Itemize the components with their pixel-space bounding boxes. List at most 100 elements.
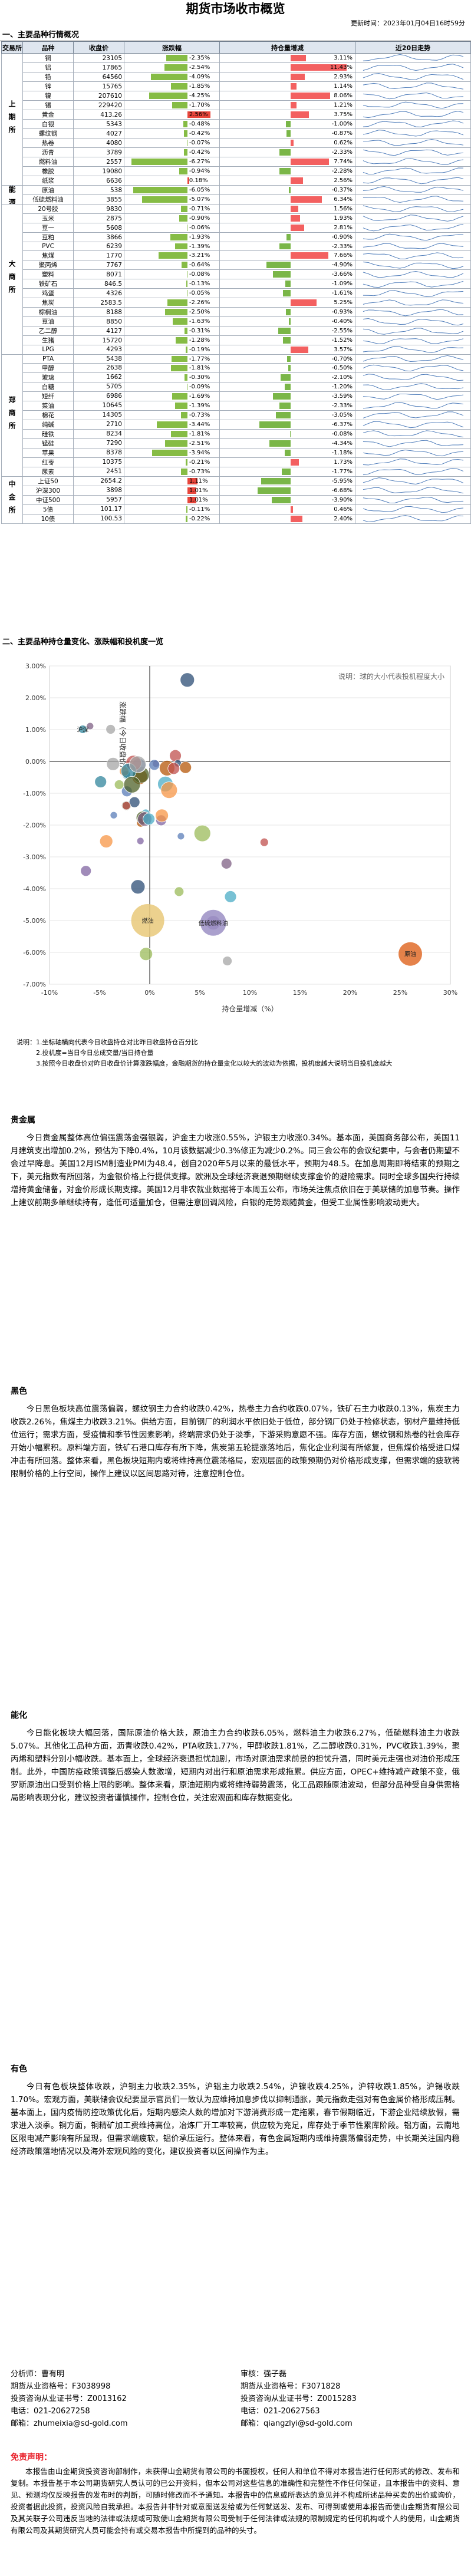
point-label: 燃油 [142,917,154,925]
section1-title: 一、主要品种行情概况 [0,29,471,41]
trend-cell [355,316,471,327]
change-bar [187,111,210,118]
oi-label: -0.50% [331,364,353,371]
change-label: -0.07% [189,140,210,146]
exchange-cell: 中金所 [1,476,23,524]
change-bar [156,421,187,428]
table-row: 聚丙烯 7767 -0.64% -4.90% [2,260,471,271]
close-price: 2557 [73,157,124,167]
oi-bar [279,243,291,250]
product-name: 10债 [22,513,74,524]
close-price: 4080 [73,138,124,148]
analyst-email[interactable]: 邮箱：zhumeixia@sd-gold.com [11,2419,128,2428]
oi-bar [286,130,291,137]
change-cell: -1.77% [124,354,220,364]
change-bar [172,102,187,108]
col-exchange: 交易所 [1,41,23,54]
sparkline [363,101,464,109]
reviewer-email[interactable]: 邮箱：qiangzlyi@sd-gold.com [241,2419,353,2428]
scatter-chart: 3.00% 2.00% 1.00% 0.00% -1.00% -2.00% -3.00% -4… [8,654,462,1031]
sparkline-path [363,150,464,156]
sparkline [363,468,464,476]
product-name: 热卷 [22,138,74,148]
sparkline-path [363,506,464,513]
sparkline [363,411,464,419]
update-time: 更新时间：2023年01月04日16时59分 [351,19,465,27]
chart-notes: 说明：1.坐标轴横向代表今日收盘持仓对比昨日收盘持仓百分比 2.投机度=当日今日… [17,1037,453,1069]
change-cell: -1.39% [124,241,220,252]
change-bar [187,177,189,184]
change-cell: -1.93% [124,232,220,242]
sparkline [363,54,464,62]
product-name: 橡胶 [22,166,74,176]
trend-cell [355,241,471,252]
product-name: 焦煤 [22,250,74,261]
table-header: 交易所 品种 收盘价 涨跌幅 持仓量增减 近20日走势 [1,41,471,54]
sparkline [363,394,464,400]
oi-bar [291,196,322,203]
oi-label: -0.08% [331,430,353,437]
section-ferrous: 黑色 今日黑色板块高位震荡偏弱，螺纹钢主力合约收跌0.42%，热卷主力合约收跌0… [11,1385,460,1480]
change-bar [186,347,187,353]
sparkline [363,346,464,354]
oi-label: -1.20% [331,383,353,390]
product-name: 铁矿石 [22,279,74,289]
oi-cell: 1.14% [219,81,355,91]
oi-cell: -0.40% [219,316,355,327]
sparkline-path [363,101,464,109]
data-point [106,757,120,771]
close-price: 4027 [73,128,124,138]
data-point [110,811,118,819]
oi-cell: -2.55% [219,326,355,337]
oi-bar [282,468,291,475]
analyst-phone: 电话：021-20627258 [11,2407,90,2416]
sparkline [363,450,464,457]
change-label: -0.11% [189,506,210,513]
trend-cell [355,81,471,91]
oi-cell: 3.11% [219,53,355,63]
oi-bar [269,440,291,447]
exchange-cell: 郑商所 [1,354,23,477]
trend-cell [355,223,471,233]
table-row: 焦煤 1770 -3.21% 7.66% [2,250,471,261]
oi-label: -2.33% [331,149,353,156]
oi-cell: 6.34% [219,194,355,205]
change-bar [171,364,187,371]
sparkline [363,186,464,193]
close-price: 4127 [73,326,124,337]
oi-cell: 1.56% [219,204,355,214]
oi-label: 3.75% [334,111,353,118]
oi-cell: -6.68% [219,485,355,496]
sparkline [363,487,464,494]
table-row: 纸浆 6636 0.18% 2.56% [2,176,471,186]
change-label: -3.21% [189,252,210,259]
sparkline [363,497,464,504]
sparkline-path [363,497,464,504]
oi-label: 1.56% [334,206,353,212]
oi-label: -6.37% [331,421,353,428]
close-price: 23105 [73,53,124,63]
close-price: 2583.5 [73,298,124,308]
sparkline [363,215,464,222]
sparkline-path [363,139,464,146]
oi-bar [291,299,317,306]
sparkline [363,139,464,146]
oi-cell: 1.21% [219,100,355,110]
product-name: 锡 [22,100,74,110]
oi-cell: -3.05% [219,410,355,420]
oi-label: -3.66% [331,271,353,278]
section2-title: 二、主要品种持仓量变化、涨跌幅和投机度一览 [2,638,164,647]
trend-cell [355,354,471,364]
product-name: 原油 [22,185,74,195]
oi-bar [291,515,302,522]
change-label: -0.73% [189,411,210,418]
sparkline-path [363,158,464,166]
change-bar [133,187,187,193]
oi-bar [285,449,291,456]
sparkline [363,271,464,278]
change-label: -4.25% [189,93,210,99]
data-point [177,832,185,840]
product-name: 玉米 [22,213,74,223]
product-name: 低硫燃料油 [22,194,74,205]
oi-bar [272,271,291,278]
